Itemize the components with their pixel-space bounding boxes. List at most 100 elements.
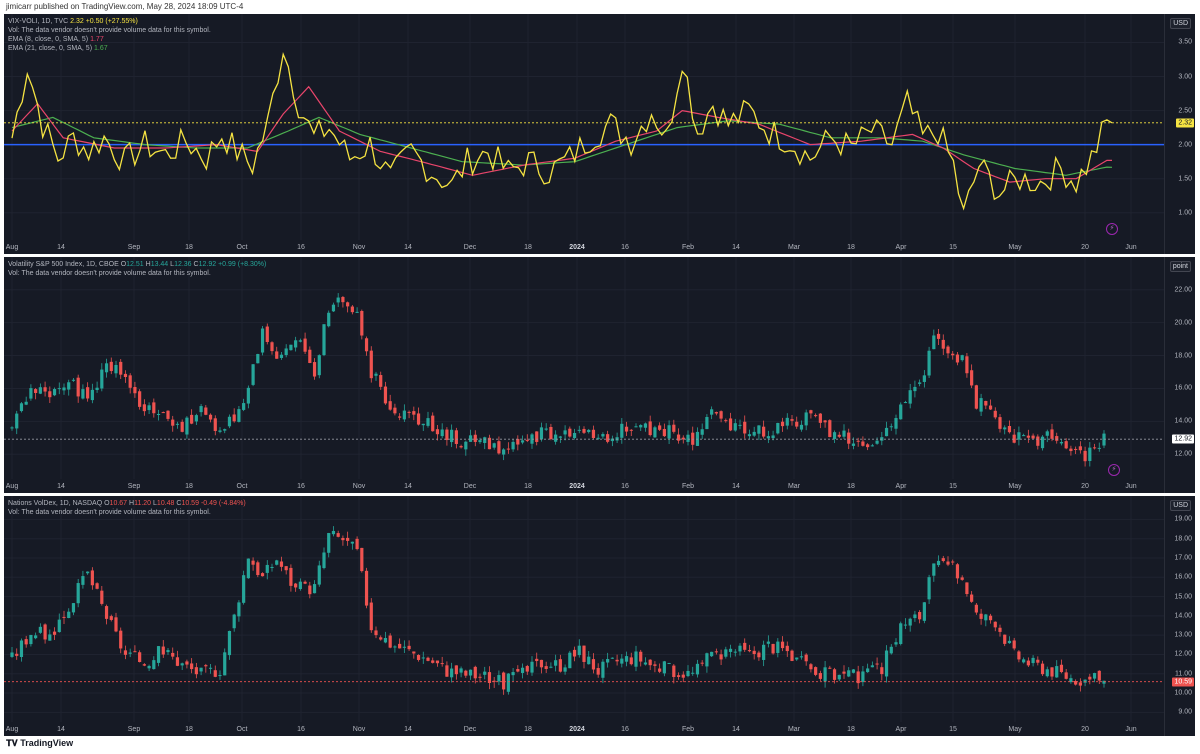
vold-panel[interactable]: Nations VolDex, 1D, NASDAQ O10.67 H11.20… [4,496,1195,736]
candle-body [672,665,676,678]
candle-body [918,612,922,620]
candle-body [270,342,274,352]
candle-body [539,659,544,668]
candle-body [237,409,241,422]
vold-price-scale[interactable]: USD 19.00 18.00 17.00 16.00 15.00 14.00 13.00 1… [1164,496,1195,736]
candle-body [870,665,874,668]
candle-body [582,428,586,433]
candle-body [719,654,723,660]
candle-body [847,432,851,444]
candle-body [851,443,856,446]
unit-label[interactable]: point [1169,261,1191,272]
candle-body [473,666,477,679]
candle-body [1040,436,1045,449]
candle-body [336,297,340,303]
legend-change: +0.50 (+27.55%) [85,18,138,25]
candle-body [34,389,38,394]
candle-body [936,333,941,339]
vold-legend: Nations VolDex, 1D, NASDAQ O10.67 H11.20… [8,500,246,516]
candle-body [710,409,714,415]
candle-body [227,630,232,656]
candle-body [700,429,704,435]
vix-plot[interactable] [4,257,1165,493]
candle-body [558,659,562,672]
lightning-icon[interactable]: ⚡ [1108,464,1120,476]
y-tick-label: 3.50 [1178,38,1192,46]
vix-voli-legend: VIX-VOLI, 1D, TVC 2.32 +0.50 (+27.55%) V… [8,17,211,53]
candle-body [502,449,506,455]
candle-body [331,530,336,535]
candle-body [591,659,596,670]
candle-body [346,302,350,307]
x-tick-label: Oct [236,726,248,733]
lightning-icon[interactable]: ⚡ [1106,223,1118,235]
vix-panel[interactable]: Volatility S&P 500 Index, 1D, CBOE O12.5… [4,257,1195,493]
candle-body [1022,435,1026,437]
candle-body [516,438,520,445]
candle-body [1036,659,1040,663]
candle-body [303,581,307,584]
candle-body [757,652,761,658]
candle-body [563,430,567,435]
candle-body [643,423,648,428]
candle-body [450,668,454,678]
candle-body [284,348,288,356]
y-tick-label: 19.00 [1174,515,1192,523]
candle-body [383,386,388,404]
candle-body [577,645,581,656]
candle-body [728,418,733,431]
candle-body [837,434,841,437]
candle-body [1064,441,1068,449]
candle-body [468,435,473,442]
candle-body [171,419,175,426]
x-tick-label: 18 [185,244,193,251]
candle-body [908,618,912,626]
x-tick-label: 14 [404,726,412,733]
candle-body [57,388,61,390]
candle-body [312,362,317,377]
candle-body [572,649,577,657]
candle-body [1050,429,1054,439]
candle-body [913,614,917,619]
x-tick-label: Aug [5,726,19,733]
currency-label[interactable]: USD [1170,18,1191,29]
vix-voli-price-scale[interactable]: USD 3.50 3.00 2.50 2.00 1.50 1.00 2.32 [1164,14,1195,254]
currency-label[interactable]: USD [1170,500,1191,511]
candle-body [38,387,42,394]
y-tick-label: 12.00 [1174,650,1192,658]
candle-body [1003,634,1007,644]
vix-voli-panel[interactable]: VIX-VOLI, 1D, TVC 2.32 +0.50 (+27.55%) V… [4,14,1195,254]
candle-body [676,675,681,677]
candle-body [1003,427,1007,430]
candle-body [218,675,222,677]
vix-voli-plot[interactable] [4,14,1165,254]
candle-body [984,400,988,406]
candle-body [374,630,378,636]
candle-body [1083,679,1087,683]
candle-body [279,561,284,567]
candle-body [568,428,572,437]
candle-body [903,402,908,404]
candle-body [577,429,581,431]
candle-body [15,653,19,656]
footer-brand[interactable]: 𝐓𝐕 TradingView [6,738,73,749]
candle-body [1055,436,1059,441]
publish-header: jimicarr published on TradingView.com, M… [0,0,1200,14]
candle-body [624,426,629,432]
legend-high: 13.44 [150,261,169,268]
candle-body [454,430,458,444]
x-tick-label: Oct [236,244,248,251]
legend-close: 10.59 [181,500,199,507]
vold-plot[interactable] [4,496,1165,736]
candle-body [10,427,14,429]
candle-body [979,613,983,619]
candle-body [246,387,250,404]
candle-body [979,398,983,412]
x-tick-label: Sep [127,244,141,251]
candle-body [1007,425,1012,433]
candle-body [752,650,756,655]
vix-price-scale[interactable]: point 22.00 20.00 18.00 16.00 14.00 12.00 12.9… [1164,257,1195,493]
candle-body [119,361,123,375]
candle-body [393,407,397,414]
x-tick-label: Apr [895,483,907,490]
